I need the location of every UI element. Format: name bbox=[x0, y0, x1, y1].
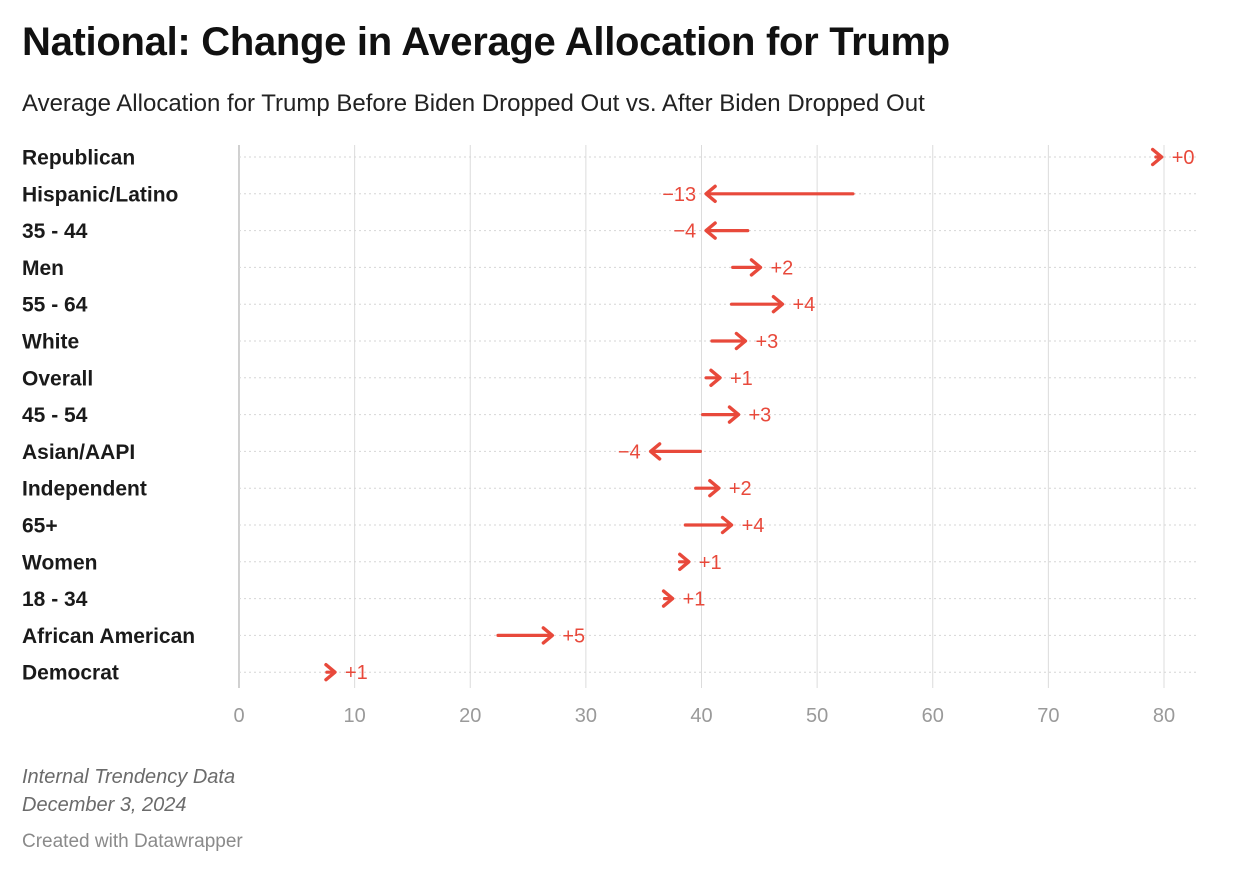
x-tick-label: 10 bbox=[344, 705, 366, 727]
row-label: White bbox=[22, 331, 79, 354]
delta-label: −4 bbox=[618, 441, 641, 463]
chart-subtitle: Average Allocation for Trump Before Bide… bbox=[22, 90, 925, 117]
x-tick-label: 40 bbox=[690, 705, 712, 727]
arrow-head bbox=[771, 295, 785, 314]
row-labels: Republican Hispanic/Latino 35 - 44 Men 55 - … bbox=[22, 147, 195, 685]
delta-label: +4 bbox=[792, 294, 815, 316]
x-axis: 0 10 20 30 40 50 60 70 80 bbox=[233, 705, 1175, 727]
arrow-head bbox=[720, 515, 734, 535]
arrow-head bbox=[734, 331, 748, 351]
delta-label: +4 bbox=[742, 515, 765, 537]
row-label: 65+ bbox=[22, 515, 58, 538]
arrow-mark bbox=[701, 405, 741, 424]
arrow-mark bbox=[683, 515, 734, 535]
row-label: Hispanic/Latino bbox=[22, 183, 178, 206]
arrow-head bbox=[648, 442, 662, 461]
arrow-mark bbox=[731, 258, 763, 277]
arrow-head bbox=[749, 258, 763, 277]
arrow-head bbox=[704, 221, 717, 240]
arrow-head bbox=[704, 184, 717, 204]
delta-label: +1 bbox=[699, 552, 722, 574]
arrow-head bbox=[661, 589, 675, 608]
delta-label: +2 bbox=[770, 257, 793, 279]
gridlines bbox=[238, 145, 1165, 688]
row-label: Democrat bbox=[22, 662, 119, 685]
delta-label: −13 bbox=[662, 184, 696, 206]
row-label: 45 - 54 bbox=[22, 404, 88, 427]
row-label: Republican bbox=[22, 147, 135, 170]
arrow-mark bbox=[648, 442, 702, 461]
source-note: Internal Trendency Data bbox=[22, 766, 236, 788]
row-label: Women bbox=[22, 551, 97, 574]
arrow-mark bbox=[496, 626, 555, 645]
arrow-head bbox=[727, 405, 741, 424]
chart-title: National: Change in Average Allocation f… bbox=[22, 20, 950, 64]
x-tick-label: 70 bbox=[1037, 705, 1059, 727]
arrow-mark bbox=[729, 295, 785, 314]
arrow-mark bbox=[704, 221, 750, 240]
delta-label: +3 bbox=[749, 405, 772, 427]
arrow-head bbox=[1150, 147, 1164, 167]
arrow-mark bbox=[677, 552, 691, 571]
arrow-head bbox=[324, 663, 337, 682]
arrow-mark bbox=[710, 331, 748, 351]
arrow-mark bbox=[1150, 147, 1164, 167]
arrow-head bbox=[678, 552, 691, 571]
delta-label: +0 bbox=[1172, 147, 1195, 169]
delta-label: +1 bbox=[683, 589, 706, 611]
arrow-head bbox=[709, 368, 722, 387]
arrow-mark bbox=[704, 184, 855, 204]
row-label: Independent bbox=[22, 478, 147, 501]
delta-label: +2 bbox=[729, 478, 752, 500]
delta-label: +1 bbox=[345, 662, 368, 684]
datawrapper-credit[interactable]: Created with Datawrapper bbox=[22, 831, 243, 852]
x-tick-label: 50 bbox=[806, 705, 828, 727]
x-tick-label: 0 bbox=[233, 705, 244, 727]
row-label: Men bbox=[22, 257, 64, 280]
x-tick-label: 30 bbox=[575, 705, 597, 727]
x-tick-label: 80 bbox=[1153, 705, 1175, 727]
delta-label: +5 bbox=[562, 625, 585, 647]
arrow-head bbox=[541, 626, 555, 645]
row-label: Overall bbox=[22, 367, 93, 390]
row-label: 18 - 34 bbox=[22, 588, 88, 611]
arrow-mark bbox=[694, 479, 721, 498]
date-note: December 3, 2024 bbox=[22, 794, 187, 816]
arrows: +0−13−4+2+4+3+1+3−4+2+4+1+1+5+1 bbox=[324, 147, 1195, 684]
arrow-mark bbox=[704, 368, 722, 387]
delta-label: +1 bbox=[730, 368, 753, 390]
row-label: 35 - 44 bbox=[22, 220, 88, 243]
row-label: Asian/AAPI bbox=[22, 441, 135, 464]
arrow-chart: 0 10 20 30 40 50 60 70 80 Republican Hispanic/Lat… bbox=[22, 145, 1196, 727]
x-tick-label: 60 bbox=[922, 705, 944, 727]
arrow-head bbox=[708, 479, 721, 498]
x-tick-label: 20 bbox=[459, 705, 481, 727]
delta-label: +3 bbox=[755, 331, 778, 353]
delta-label: −4 bbox=[673, 221, 696, 243]
row-label: African American bbox=[22, 625, 195, 648]
arrow-mark bbox=[661, 589, 675, 608]
arrow-mark bbox=[324, 663, 337, 682]
row-label: 55 - 64 bbox=[22, 294, 88, 317]
